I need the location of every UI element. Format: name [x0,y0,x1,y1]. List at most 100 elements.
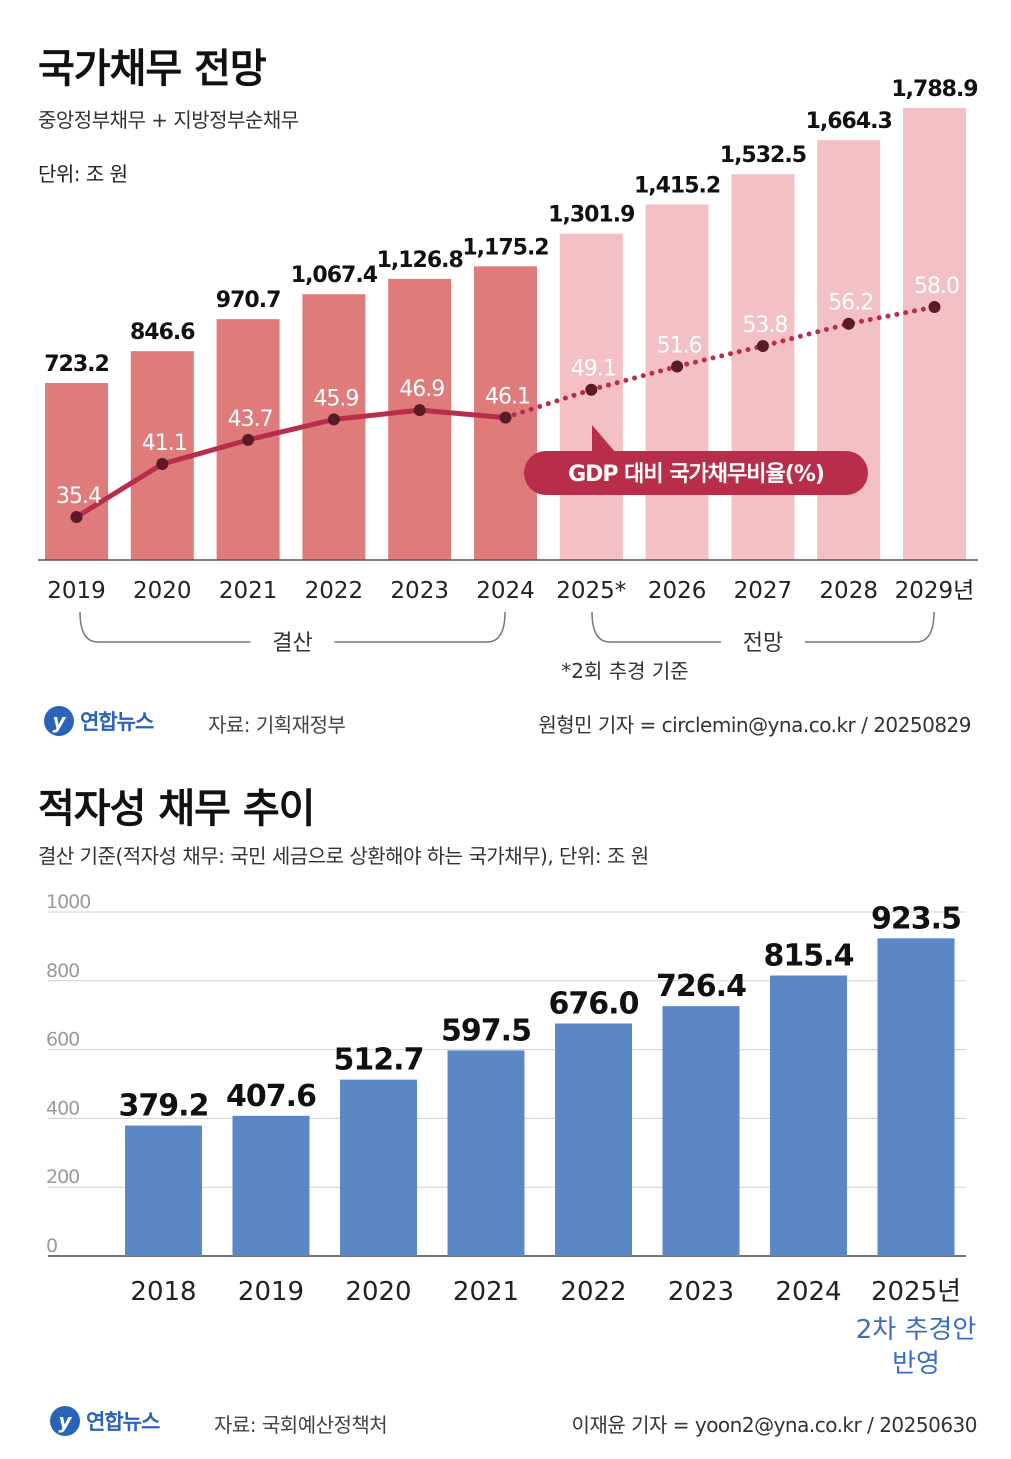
ratio-value-label: 53.8 [742,313,787,338]
footer1-source: 자료: 기획재정부 [208,713,346,737]
bar-value-label: 676.0 [549,986,639,1021]
bar [877,938,955,1256]
ratio-line-actual [75,407,506,520]
y-tick-label: 0 [46,1235,57,1257]
ratio-point [585,383,598,396]
x-tick-label: 2026 [648,578,707,604]
annotation-line2: 반영 [892,1349,940,1379]
ratio-point [242,433,255,446]
bar-value-label: 1,788.9 [891,77,977,102]
x-tick-label: 2018 [130,1277,196,1307]
ratio-point [70,511,83,523]
bar-value-label: 1,067.4 [291,263,378,288]
forecast-group-label: 전망 [743,631,783,656]
bar [662,1006,740,1256]
bar [302,294,366,560]
y-tick-label: 400 [46,1097,79,1119]
bar [388,278,452,560]
footnote: *2회 추경 기준 [561,659,688,683]
x-tick-label: 2024 [775,1277,841,1307]
x-tick-label: 2019 [47,578,106,604]
bar [817,140,881,560]
legend-label: GDP 대비 국가채무비율(%) [568,462,824,487]
ratio-line-forecast [503,304,937,421]
ratio-point [156,458,169,471]
bar [645,204,709,560]
ratio-value-label: 45.9 [313,386,358,411]
x-tick-label: 2021 [453,1277,519,1307]
ratio-value-label: 46.1 [485,385,530,410]
bar [232,1115,310,1256]
forecast-group-bracket [591,611,935,643]
chart1-title: 국가채무 전망 [38,46,267,92]
ratio-value-label: 41.1 [142,431,187,456]
bar-value-label: 970.7 [216,288,281,313]
ratio-point [671,360,684,373]
x-tick-label: 2022 [305,578,364,604]
footer1-logo: y 연합뉴스 [44,706,154,736]
ratio-point [842,317,855,330]
yonhap-logo-icon: y [50,1406,80,1436]
footer2-logo: y 연합뉴스 [50,1406,160,1436]
bar-value-label: 726.4 [656,969,746,1004]
ratio-value-label: 51.6 [657,333,702,358]
y-tick-label: 200 [46,1166,79,1188]
bar [770,975,847,1256]
ratio-point [756,340,769,353]
bar-value-label: 923.5 [871,901,961,936]
x-tick-label: 2021 [219,578,278,604]
bar [555,1023,632,1256]
ratio-point [327,413,340,426]
bar [447,1050,525,1256]
y-tick-label: 600 [46,1029,79,1051]
bar [903,108,966,560]
bar-value-label: 512.7 [334,1043,424,1078]
bar-value-label: 379.2 [119,1089,209,1124]
bar-value-label: 846.6 [130,320,195,345]
x-tick-label: 2020 [345,1277,411,1307]
annotation-line1: 2차 추경안 [856,1315,977,1345]
footer2-credit: 이재윤 기자 = yoon2@yna.co.kr / 20250630 [571,1413,978,1437]
x-tick-label: 2023 [390,578,449,604]
chart2-title: 적자성 채무 추이 [38,786,315,832]
bar [731,174,795,560]
bar-value-label: 723.2 [44,352,109,377]
deficit-debt-chart: 0 200 400 600 800 1000 379.2 2018 407.6 2019 512.7… [46,891,977,1379]
legend-pill [524,451,868,495]
ratio-point [413,404,426,417]
chart1-unit: 단위: 조 원 [38,162,128,186]
ratio-point [928,301,941,313]
actual-group-bracket [79,611,506,643]
bar [559,233,623,560]
bar-value-label: 1,664.3 [806,109,892,134]
bar-value-label: 597.5 [441,1013,531,1048]
ratio-value-label: 56.2 [828,291,873,316]
ratio-value-label: 43.7 [228,407,273,432]
bar-value-label: 1,301.9 [548,203,634,228]
y-tick-label: 800 [46,960,79,982]
bar-value-label: 1,532.5 [720,143,806,168]
x-tick-label: 2027 [734,578,793,604]
x-tick-label: 2023 [668,1277,734,1307]
x-tick-label: 2025* [556,578,626,604]
ratio-value-label: 49.1 [571,357,616,382]
bar-value-label: 1,415.2 [634,173,720,198]
bar-value-label: 1,126.8 [377,248,463,273]
y-tick-label: 1000 [46,891,90,913]
bar [45,383,108,560]
ratio-value-label: 58.0 [914,274,959,299]
footer2-logo-text: 연합뉴스 [86,1410,160,1434]
debt-outlook-chart: 723.2 2019 846.6 2020 970.7 2021 1,067.4 2022 1,… [38,77,979,683]
x-tick-label: 2025년 [871,1277,961,1307]
x-tick-label: 2024 [476,578,535,604]
footer1-credit: 원형민 기자 = circlemin@yna.co.kr / 20250829 [538,713,971,737]
chart2-subtitle: 결산 기준(적자성 채무: 국민 세금으로 상환해야 하는 국가채무), 단위:… [38,844,649,868]
footer1-logo-text: 연합뉴스 [80,710,154,734]
bar-value-label: 1,175.2 [462,235,548,260]
x-tick-label: 2029년 [895,578,975,604]
chart1-subtitle: 중앙정부채무 + 지방정부순채무 [38,108,299,132]
yonhap-logo-icon: y [44,706,74,736]
bar [125,1125,202,1256]
ratio-point [499,411,512,424]
